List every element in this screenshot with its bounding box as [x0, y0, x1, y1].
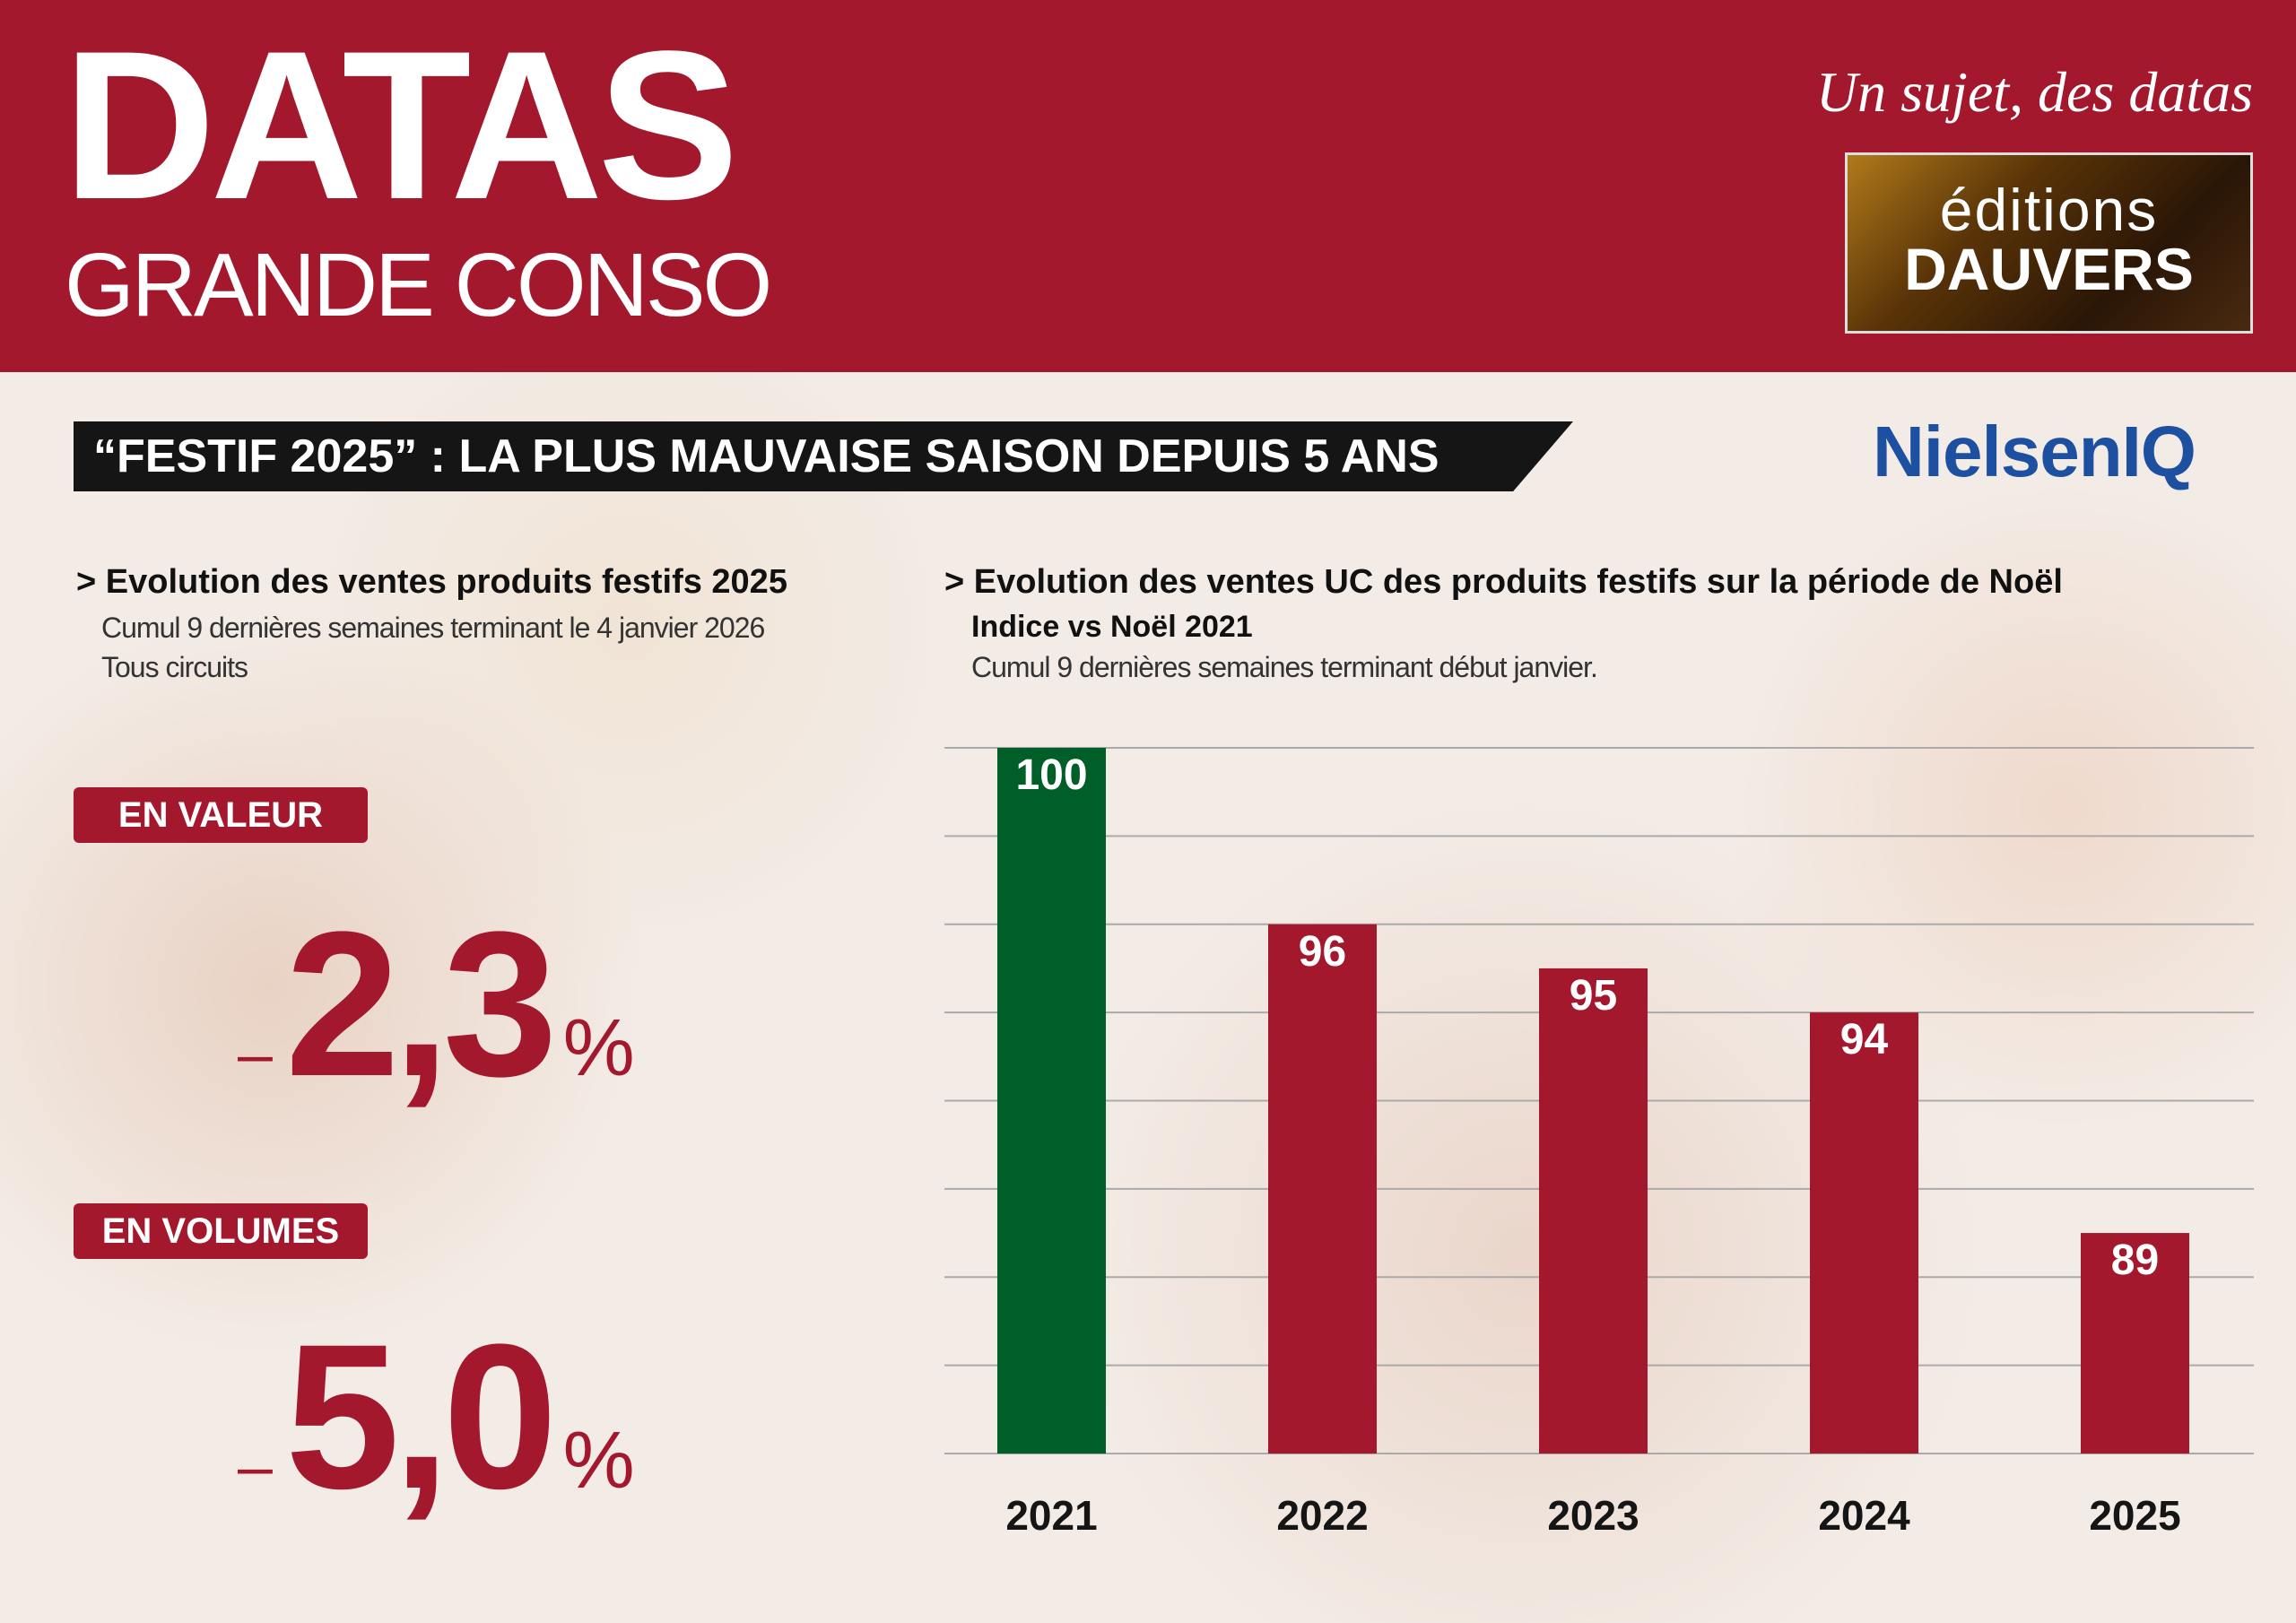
volume-number: 5,0 — [284, 1301, 558, 1532]
chart-subtitle-bold: Indice vs Noël 2021 — [971, 610, 1253, 644]
brand-title: DATAS — [63, 7, 739, 244]
x-tick-label: 2024 — [1818, 1492, 1910, 1539]
nielseniq-logo: NielsenIQ — [1873, 412, 2196, 491]
chart-heading: > Evolution des ventes UC des produits f… — [944, 563, 2063, 601]
page-title: “FESTIF 2025” : LA PLUS MAUVAISE SAISON … — [74, 421, 1573, 491]
bar-2025 — [2081, 1233, 2189, 1454]
publisher-line1: éditions — [1939, 177, 2159, 243]
brand-subtitle: GRANDE CONSO — [65, 235, 772, 335]
x-tick-label: 2022 — [1276, 1492, 1368, 1539]
bar-value-label: 89 — [2111, 1237, 2159, 1284]
bar-2024 — [1810, 1012, 1918, 1454]
header-banner: DATAS GRANDE CONSO Un sujet, des datas é… — [0, 0, 2296, 372]
value-badge: EN VALEUR — [74, 787, 368, 843]
volume-unit: % — [562, 1416, 635, 1506]
bar-value-label: 95 — [1570, 972, 1617, 1020]
publisher-logo: éditions DAUVERS — [1845, 152, 2253, 334]
volume-sign: – — [238, 1431, 273, 1501]
left-subtitle-2: Tous circuits — [101, 651, 248, 683]
x-tick-label: 2025 — [2089, 1492, 2180, 1539]
chart-subtitle: Cumul 9 dernières semaines terminant déb… — [971, 651, 1598, 683]
left-heading: > Evolution des ventes produits festifs … — [76, 563, 787, 601]
bar-2022 — [1268, 924, 1377, 1454]
x-tick-label: 2021 — [1005, 1492, 1097, 1539]
publisher-line2: DAUVERS — [1904, 236, 2194, 302]
volume-badge: EN VOLUMES — [74, 1203, 368, 1259]
value-number: 2,3 — [284, 889, 558, 1119]
bar-value-label: 96 — [1299, 928, 1346, 976]
volume-kpi: – 5,0 % — [238, 1314, 635, 1520]
x-tick-label: 2023 — [1547, 1492, 1639, 1539]
bar-chart: 100 2021 96 2022 95 2023 94 2024 89 2025 — [944, 747, 2254, 1539]
value-kpi: – 2,3 % — [238, 901, 635, 1107]
bar-value-label: 100 — [1015, 751, 1087, 799]
bar-2023 — [1539, 968, 1648, 1454]
value-unit: % — [562, 1003, 635, 1093]
bar-2021 — [997, 748, 1106, 1454]
value-sign: – — [238, 1019, 273, 1089]
tagline: Un sujet, des datas — [1815, 60, 2253, 124]
bar-value-label: 94 — [1840, 1016, 1889, 1063]
left-subtitle: Cumul 9 dernières semaines terminant le … — [101, 612, 765, 644]
